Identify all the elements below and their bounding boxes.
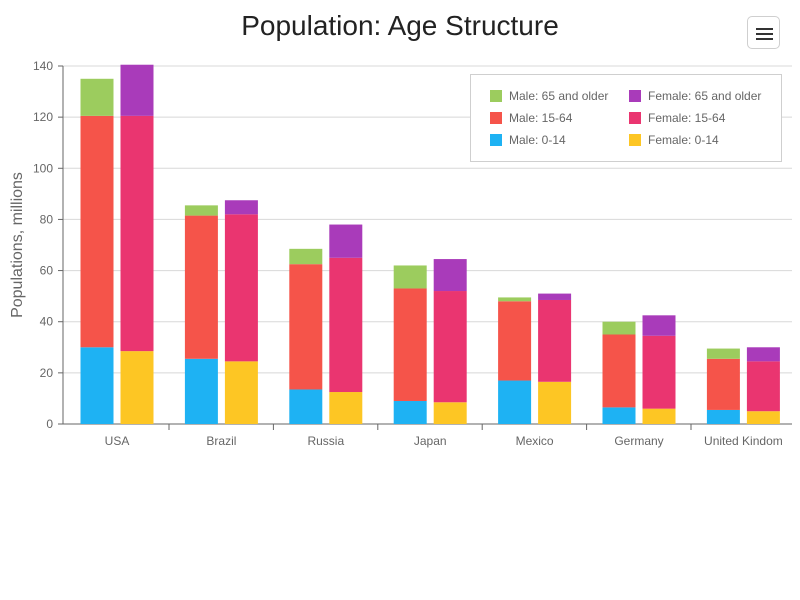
legend-box xyxy=(470,74,782,162)
bar-segment[interactable] xyxy=(120,351,154,424)
chart-title: Population: Age Structure xyxy=(241,10,559,41)
legend-swatch[interactable] xyxy=(490,134,502,146)
x-tick-label: United Kindom xyxy=(704,434,783,448)
bar-segment[interactable] xyxy=(602,321,636,335)
hamburger-line xyxy=(756,28,773,30)
bar-segment[interactable] xyxy=(393,288,427,401)
x-tick-label: Russia xyxy=(307,434,344,448)
legend-label[interactable]: Male: 65 and older xyxy=(509,89,608,103)
hamburger-line xyxy=(756,38,773,40)
bar-segment[interactable] xyxy=(80,115,114,348)
bar-segment[interactable] xyxy=(224,214,258,362)
bar-segment[interactable] xyxy=(184,358,218,424)
bar-segment[interactable] xyxy=(538,381,572,424)
legend-swatch[interactable] xyxy=(490,112,502,124)
legend-label[interactable]: Female: 65 and older xyxy=(648,89,761,103)
bar-segment[interactable] xyxy=(433,402,467,424)
x-tick-label: Brazil xyxy=(206,434,236,448)
bar-segment[interactable] xyxy=(706,358,740,410)
bar-segment[interactable] xyxy=(538,293,572,300)
bar-segment[interactable] xyxy=(120,115,154,352)
bar-segment[interactable] xyxy=(433,259,467,292)
legend-label[interactable]: Male: 0-14 xyxy=(509,133,566,147)
y-tick-label: 80 xyxy=(40,212,54,226)
y-tick-label: 120 xyxy=(33,110,53,124)
bar-segment[interactable] xyxy=(80,347,114,424)
bar-segment[interactable] xyxy=(642,315,676,336)
y-tick-label: 140 xyxy=(33,59,53,73)
bar-segment[interactable] xyxy=(746,361,780,412)
bar-segment[interactable] xyxy=(706,409,740,424)
bar-segment[interactable] xyxy=(433,291,467,403)
legend-swatch[interactable] xyxy=(629,134,641,146)
bar-segment[interactable] xyxy=(120,64,154,116)
legend-swatch[interactable] xyxy=(490,90,502,102)
bar-segment[interactable] xyxy=(746,411,780,424)
bar-segment[interactable] xyxy=(184,205,218,216)
bar-segment[interactable] xyxy=(393,265,427,289)
bar-segment[interactable] xyxy=(498,380,532,424)
legend-label[interactable]: Male: 15-64 xyxy=(509,111,573,125)
x-tick-label: Mexico xyxy=(516,434,554,448)
bar-segment[interactable] xyxy=(538,299,572,382)
legend-swatch[interactable] xyxy=(629,112,641,124)
bar-segment[interactable] xyxy=(289,248,323,265)
x-tick-label: Japan xyxy=(414,434,447,448)
y-tick-label: 60 xyxy=(40,264,54,278)
legend-swatch[interactable] xyxy=(629,90,641,102)
y-tick-label: 40 xyxy=(40,315,54,329)
x-tick-label: Germany xyxy=(614,434,663,448)
hamburger-line xyxy=(756,33,773,35)
bar-segment[interactable] xyxy=(602,334,636,408)
bar-segment[interactable] xyxy=(224,200,258,215)
x-tick-label: USA xyxy=(105,434,130,448)
bar-segment[interactable] xyxy=(642,408,676,424)
bar-segment[interactable] xyxy=(329,257,363,393)
bar-segment[interactable] xyxy=(498,301,532,381)
legend-label[interactable]: Female: 15-64 xyxy=(648,111,726,125)
y-tick-label: 100 xyxy=(33,161,53,175)
y-axis-title: Populations, millions xyxy=(9,172,26,318)
bar-segment[interactable] xyxy=(602,407,636,424)
y-tick-label: 20 xyxy=(40,366,54,380)
bar-segment[interactable] xyxy=(289,264,323,390)
bar-segment[interactable] xyxy=(80,78,114,116)
bar-segment[interactable] xyxy=(224,361,258,424)
bar-segment[interactable] xyxy=(498,297,532,302)
bar-segment[interactable] xyxy=(329,224,363,258)
bar-segment[interactable] xyxy=(184,215,218,359)
bar-segment[interactable] xyxy=(746,347,780,362)
bar-segment[interactable] xyxy=(393,400,427,424)
bar-segment[interactable] xyxy=(289,389,323,424)
chart-menu-button[interactable] xyxy=(747,16,780,49)
bar-segment[interactable] xyxy=(706,348,740,359)
legend-label[interactable]: Female: 0-14 xyxy=(648,133,719,147)
bar-segment[interactable] xyxy=(642,335,676,409)
bar-segment[interactable] xyxy=(329,392,363,424)
y-tick-label: 0 xyxy=(46,417,53,431)
